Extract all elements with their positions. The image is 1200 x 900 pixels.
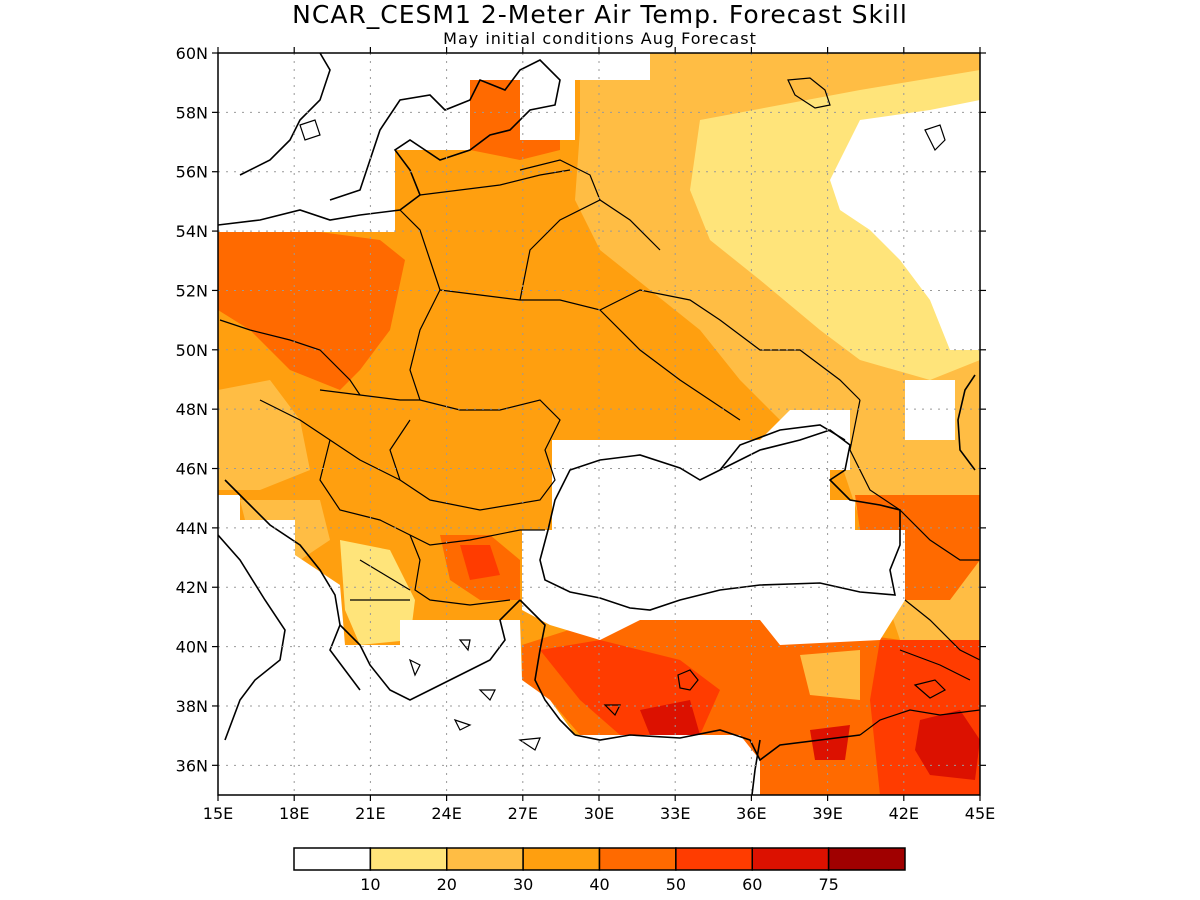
lat-tick-label: 52N [176,281,208,300]
adriatic-mask [218,520,295,555]
skill-region-40-50-nw [218,232,405,390]
lat-tick-label: 58N [176,103,208,122]
mediterranean-mask [218,495,760,795]
lon-tick-label: 36E [736,804,766,823]
azov-coast [719,424,846,471]
skill-region-50-60-caucasus [855,495,980,600]
turkey-south-coast [574,729,861,762]
east-med-coast [751,739,761,795]
aegean-coast [519,599,576,736]
colorbar-label: 30 [513,875,533,894]
colorbar-swatch [522,847,601,871]
skill-region-30-40-turkey [800,650,860,700]
lon-tick-label: 15E [203,804,233,823]
chart-subtitle: May initial conditions Aug Forecast [443,29,757,48]
lon-tick-label: 21E [355,804,385,823]
colorbar-swatch [827,847,906,871]
lat-tick-label: 50N [176,341,208,360]
colorbar-label: 50 [666,875,686,894]
colorbar-label: 10 [360,875,380,894]
skill-region-below10-small [905,380,955,440]
colorbar-swatch [446,847,524,871]
lon-tick-label: 18E [279,804,309,823]
lat-tick-label: 60N [176,44,208,63]
lat-tick-label: 44N [176,519,208,538]
colorbar-label: 20 [437,875,457,894]
skill-shading [218,53,980,795]
lat-tick-label: 46N [176,460,208,479]
colorbar: 10 20 30 40 50 60 75 [293,847,906,894]
colorbar-label: 40 [589,875,609,894]
skill-region-60-75-balkan [460,545,500,580]
skill-region-below10-ne [830,100,980,350]
greece-coast [339,599,521,701]
black-sea-mask [522,410,905,645]
north-mask-2 [245,53,320,80]
lat-tick-label: 48N [176,400,208,419]
chart-title: NCAR_CESM1 2-Meter Air Temp. Forecast Sk… [292,0,908,29]
lon-tick-label: 39E [812,804,842,823]
colorbar-swatch [675,847,753,871]
skill-region-75-turkey-east [915,710,980,780]
lat-tick-label: 38N [176,697,208,716]
lat-tick-label: 40N [176,638,208,657]
lon-tick-label: 33E [660,804,690,823]
north-mask [218,53,650,232]
skill-region-30-40-west [218,380,310,490]
skill-region-75-turkey-west [640,700,700,735]
lon-tick-label: 45E [965,804,995,823]
colorbar-swatch [293,847,372,871]
italy-coast [218,534,286,741]
lat-tick-label: 56N [176,163,208,182]
country-borders [219,159,980,736]
adriatic-coast [224,479,361,691]
skill-region-20-30-balkan [340,540,415,645]
colorbar-swatch [598,847,677,871]
lat-tick-label: 36N [176,756,208,775]
skill-region-75-turkey-central [810,725,850,760]
lon-tick-label: 24E [431,804,461,823]
lon-tick-label: 30E [584,804,614,823]
colorbar-swatch [751,847,830,871]
colorbar-swatch [369,847,448,871]
colorbar-label: 60 [742,875,762,894]
lon-tick-label: 27E [508,804,538,823]
colorbar-label: 75 [818,875,838,894]
baltic-coast [218,59,561,226]
lon-tick-label: 42E [889,804,919,823]
islands [299,77,946,751]
lat-tick-label: 42N [176,578,208,597]
caspian-coast [957,374,976,471]
map-axes: 15E 18E 21E 24E 27E 30E 33E 36E 39E 42E 45E 36N 38N 4… [176,44,996,823]
lat-tick-label: 54N [176,222,208,241]
sweden-coast [239,53,331,176]
